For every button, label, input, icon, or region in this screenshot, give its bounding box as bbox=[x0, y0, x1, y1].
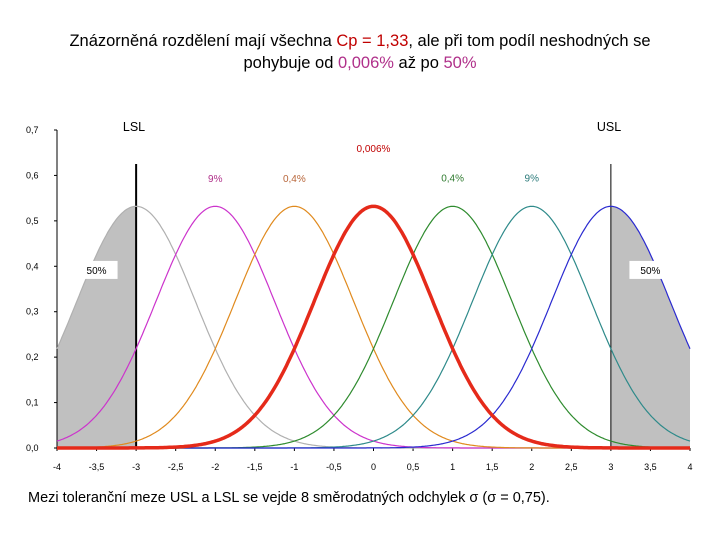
title-low-pct: 0,006% bbox=[337, 54, 394, 72]
lsl-label: LSL bbox=[123, 120, 145, 134]
x-tick-label: -3 bbox=[132, 462, 140, 472]
x-tick-label: -0,5 bbox=[326, 462, 342, 472]
percent-annotation: 0,4% bbox=[441, 173, 464, 184]
y-tick-label: 0,3 bbox=[26, 307, 39, 317]
x-tick-label: 2,5 bbox=[565, 462, 578, 472]
x-tick-label: 2 bbox=[529, 462, 534, 472]
usl-label: USL bbox=[597, 120, 621, 134]
y-tick-label: 0,4 bbox=[26, 261, 39, 271]
title-middle: , ale při tom podíl neshodných se bbox=[408, 32, 651, 50]
y-tick-label: 0,6 bbox=[26, 170, 39, 180]
y-tick-label: 0,1 bbox=[26, 398, 39, 408]
x-tick-label: 3 bbox=[608, 462, 613, 472]
curve-mean-0 bbox=[56, 204, 691, 450]
percent-box-label: 50% bbox=[640, 266, 660, 277]
footer-note: Mezi toleranční meze USL a LSL se vejde … bbox=[28, 490, 550, 506]
x-tick-label: 3,5 bbox=[644, 462, 657, 472]
y-tick-label: 0,5 bbox=[26, 216, 39, 226]
percent-annotation: 9% bbox=[208, 174, 223, 185]
footer-sigma-symbol: σ bbox=[469, 490, 479, 506]
title-high-pct: 50% bbox=[443, 54, 477, 72]
x-tick-label: -2,5 bbox=[168, 462, 184, 472]
x-tick-label: -3,5 bbox=[89, 462, 105, 472]
title-cp-value: Cp = 1,33 bbox=[336, 32, 409, 50]
curve-mean-2 bbox=[57, 205, 691, 449]
x-tick-label: 4 bbox=[687, 462, 692, 472]
y-tick-label: 0,0 bbox=[26, 443, 39, 453]
x-tick-label: -1,5 bbox=[247, 462, 263, 472]
percent-box-label: 50% bbox=[87, 266, 107, 277]
footer-sigma-symbol-2: σ bbox=[487, 490, 497, 506]
y-tick-label: 0,7 bbox=[26, 125, 39, 135]
shaded-tail-mean-3 bbox=[610, 206, 690, 448]
x-tick-label: 0,5 bbox=[407, 462, 420, 472]
x-tick-label: -2 bbox=[211, 462, 219, 472]
percent-annotation: 9% bbox=[525, 173, 540, 184]
curve-mean--1 bbox=[57, 205, 690, 449]
chart-title: Znázorněná rozdělení mají všechna Cp = 1… bbox=[20, 30, 700, 74]
x-tick-label: -1 bbox=[290, 462, 298, 472]
percent-annotation: 0,4% bbox=[283, 174, 306, 185]
y-tick-label: 0,2 bbox=[26, 352, 39, 362]
percent-box bbox=[629, 260, 672, 279]
curve-mean--2 bbox=[56, 205, 690, 449]
curve-mean-1 bbox=[57, 205, 690, 449]
title-line2-mid: až po bbox=[393, 54, 444, 72]
x-tick-label: 0 bbox=[371, 462, 376, 472]
x-tick-label: 1 bbox=[450, 462, 455, 472]
footer-paren: ( bbox=[478, 490, 488, 506]
percent-box bbox=[75, 260, 118, 279]
title-prefix: Znázorněná rozdělení mají všechna bbox=[69, 32, 337, 50]
shaded-tail-mean--3 bbox=[57, 206, 137, 448]
curve-mean-3 bbox=[57, 205, 691, 449]
curve-mean--3 bbox=[56, 205, 690, 449]
percent-annotation: 0,006% bbox=[357, 144, 391, 155]
title-line2-start: pohybuje od bbox=[243, 54, 338, 72]
x-tick-label: 1,5 bbox=[486, 462, 499, 472]
footer-sigma-value: = 0,75). bbox=[496, 490, 550, 506]
footer-text: Mezi toleranční meze USL a LSL se vejde … bbox=[28, 490, 470, 506]
x-tick-label: -4 bbox=[53, 462, 61, 472]
